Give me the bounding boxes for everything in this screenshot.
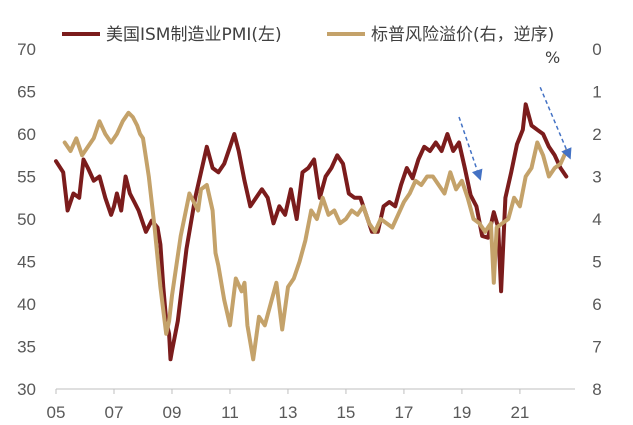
y-left-tick-label-60: 60: [17, 125, 36, 144]
y-left-tick-label-65: 65: [17, 83, 36, 102]
x-tick-label-21: 21: [510, 403, 529, 422]
y-left-tick-label-55: 55: [17, 168, 36, 187]
x-tick-label-05: 05: [47, 403, 66, 422]
annotation-arrow-line-2: [539, 86, 568, 150]
annotation-arrows: [458, 86, 572, 181]
y-axis-left-ticks: 70 65 60 55 50 45 40 35 30: [17, 40, 36, 399]
y-right-tick-label-1: 1: [592, 83, 601, 102]
right-axis-unit: %: [545, 48, 560, 67]
y-right-tick-label-0: 0: [592, 40, 601, 59]
y-right-tick-label-6: 6: [592, 295, 601, 314]
y-right-tick-label-4: 4: [592, 210, 601, 229]
y-left-tick-label-35: 35: [17, 338, 36, 357]
x-tick-label-11: 11: [221, 403, 239, 422]
x-tick-label-13: 13: [278, 403, 297, 422]
legend-label-risk-premium: 标普风险溢价(右，逆序): [371, 25, 554, 45]
x-tick-label-07: 07: [105, 403, 124, 422]
annotation-arrow-head-1: [472, 168, 483, 181]
series-line-risk-premium: [62, 110, 569, 362]
y-right-tick-label-5: 5: [592, 253, 601, 272]
y-axis-right-ticks: 0 1 2 3 4 5 6 7 8: [592, 40, 601, 399]
y-right-tick-label-3: 3: [592, 168, 601, 187]
y-right-tick-label-8: 8: [592, 380, 601, 399]
y-left-tick-label-45: 45: [17, 253, 36, 272]
y-left-tick-label-50: 50: [17, 210, 36, 229]
legend-label-pmi: 美国ISM制造业PMI(左): [106, 25, 282, 45]
legend: 美国ISM制造业PMI(左) 标普风险溢价(右，逆序): [62, 25, 554, 45]
x-axis-ticks: 05 07 09 11 13 15 17 19 21: [47, 389, 529, 422]
annotation-arrow-line-1: [458, 116, 478, 171]
x-tick-label-17: 17: [394, 403, 413, 422]
y-right-tick-label-2: 2: [592, 125, 601, 144]
annotation-arrow-head-2: [561, 147, 572, 160]
x-tick-label-15: 15: [336, 403, 355, 422]
y-left-tick-label-40: 40: [17, 295, 36, 314]
y-left-tick-label-30: 30: [17, 380, 36, 399]
x-tick-label-19: 19: [452, 403, 471, 422]
y-right-tick-label-7: 7: [592, 338, 601, 357]
y-left-tick-label-70: 70: [17, 40, 36, 59]
x-tick-label-09: 09: [163, 403, 182, 422]
series-line-pmi: [54, 102, 569, 362]
